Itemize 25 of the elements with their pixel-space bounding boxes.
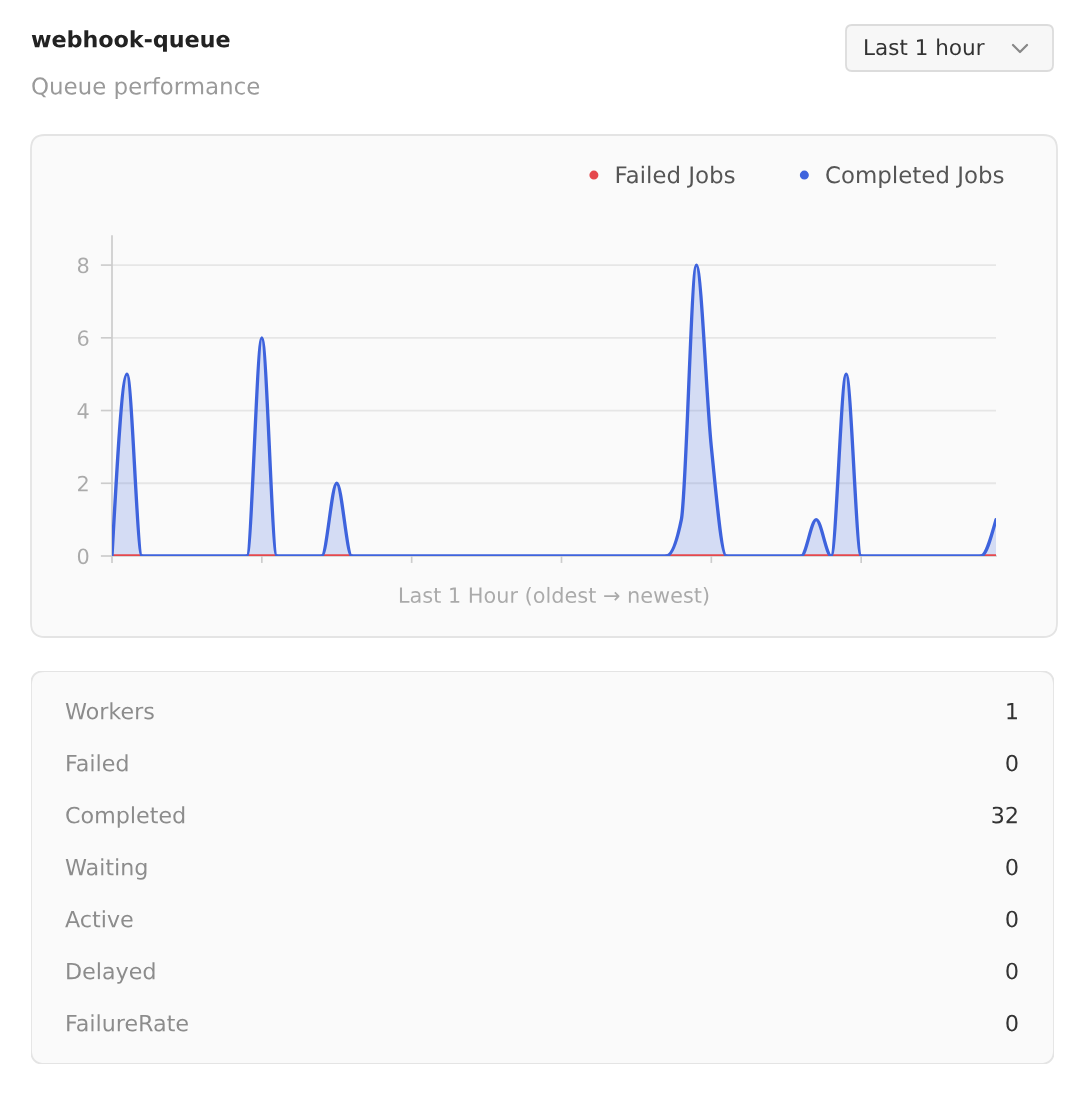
y-tick-label: 8 [77,257,89,274]
data-label: 0 [1006,962,1018,980]
data-label: 0 [1006,1014,1018,1032]
category-label: Delayed [67,962,155,984]
data-label: 0 [1006,754,1018,772]
legend-label: Failed Jobs [616,165,735,188]
data-label: 0 [1006,858,1018,876]
category-label: Failed [67,754,128,772]
category-label: Workers [65,702,154,720]
y-tick-label: 4 [77,403,89,419]
data-label: 32 [992,806,1017,824]
data-label: 1 [1007,702,1017,720]
x-axis-title: Last 1 Hour (oldest → newest) [399,586,709,606]
chart-subtitle: Queue performance [32,76,260,100]
text: Last 1 hour [865,38,985,56]
category-label: Waiting [65,858,147,880]
category-label: Active [65,910,133,928]
category-label: FailureRate [67,1014,188,1032]
data-label: 0 [1006,910,1018,928]
y-tick-label: 2 [78,475,88,492]
y-tick-label: 0 [77,548,89,565]
category-label: Completed [66,806,185,828]
y-tick-label: 6 [77,330,89,347]
legend-label: Completed Jobs [826,165,1004,188]
chart-title: webhook-queue [31,30,230,52]
